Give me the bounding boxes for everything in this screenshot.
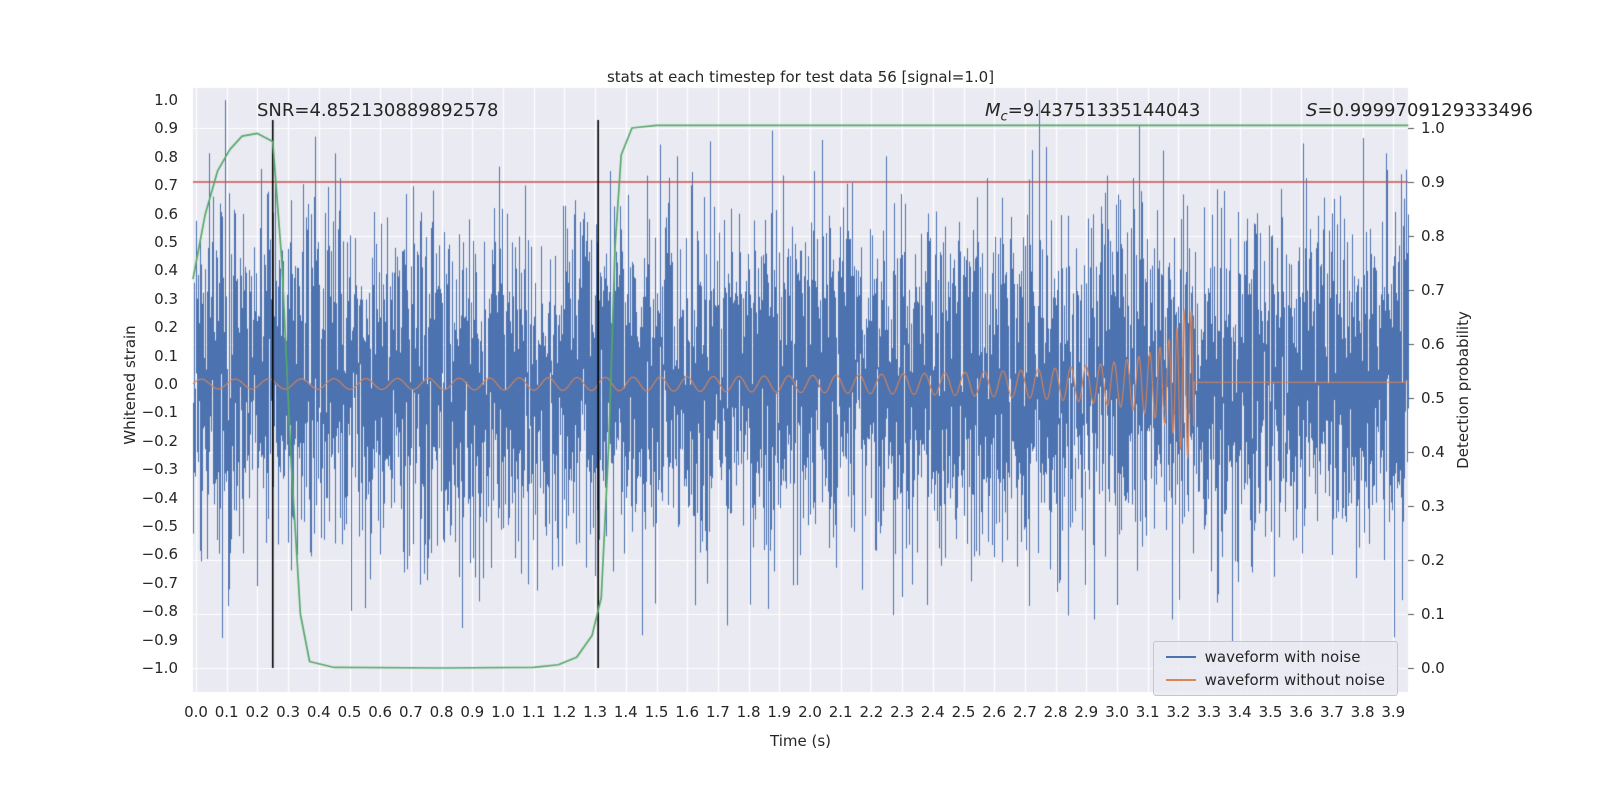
y-left-tick-label: −0.8 — [141, 602, 178, 621]
legend-swatch-signal-line — [1165, 679, 1196, 681]
x-tick-label: 2.0 — [798, 703, 822, 721]
annotation-chirp-mass: Mc=9.43751335144043 — [985, 100, 1200, 125]
y-left-tick-label: 0.6 — [154, 204, 178, 223]
y-right-tick-label: 0.6 — [1421, 335, 1445, 353]
y-left-tick-label: 1.0 — [154, 91, 178, 109]
y-right-tick-label: 0.2 — [1421, 551, 1445, 569]
x-tick-label: 0.9 — [460, 703, 485, 721]
y-right-tick-label: 0.9 — [1421, 173, 1445, 191]
y-left-tick-label: 0.3 — [154, 289, 178, 308]
x-tick-label: 2.2 — [859, 703, 884, 721]
y-right-tick-label: 0.7 — [1421, 281, 1445, 299]
y-left-tick-label: 0.0 — [154, 375, 178, 393]
x-tick-label: 2.8 — [1043, 703, 1068, 721]
x-tick-label: 2.6 — [982, 703, 1007, 721]
legend: waveform with noise waveform without noi… — [1152, 641, 1398, 696]
y-left-tick-label: 0.1 — [154, 346, 178, 365]
y-right-tick-label: 0.8 — [1421, 227, 1445, 245]
detection-stat-value: =0.9999709129333496 — [1317, 100, 1533, 121]
legend-item-signal: waveform without noise — [1165, 671, 1385, 689]
x-tick-label: 2.9 — [1074, 703, 1099, 721]
y-left-tick-label: 0.7 — [154, 176, 178, 195]
y-left-tick-label: −0.1 — [141, 403, 178, 422]
x-tick-label: 3.1 — [1135, 703, 1160, 721]
y-right-tick-label: 0.1 — [1421, 605, 1445, 623]
y-left-tick-label: −0.4 — [141, 488, 178, 507]
x-tick-label: 0.5 — [337, 703, 362, 721]
chart-title: stats at each timestep for test data 56 … — [606, 68, 995, 86]
x-tick-label: 0.1 — [214, 703, 239, 721]
chirp-mass-subscript: c — [1000, 109, 1008, 125]
chirp-mass-value: =9.43751335144043 — [1007, 100, 1201, 121]
x-tick-label: 3.8 — [1350, 703, 1375, 721]
x-tick-label: 2.3 — [890, 703, 915, 721]
x-tick-label: 3.9 — [1381, 703, 1406, 721]
x-tick-label: 1.4 — [613, 703, 638, 721]
x-tick-label: 3.6 — [1289, 703, 1314, 721]
x-tick-label: 0.8 — [429, 703, 454, 721]
x-tick-label: 1.7 — [705, 703, 730, 721]
x-tick-label: 2.5 — [951, 703, 976, 721]
x-tick-label: 1.0 — [491, 703, 515, 721]
x-tick-label: 3.5 — [1258, 703, 1283, 721]
y-left-tick-label: 0.8 — [154, 147, 178, 166]
x-tick-label: 0.0 — [184, 703, 208, 721]
y-axis-label-right: Detection probability — [1454, 311, 1472, 469]
x-tick-label: 3.7 — [1319, 703, 1344, 721]
annotation-detection-stat: S=0.9999709129333496 — [1306, 100, 1533, 121]
y-left-tick-label: −0.6 — [141, 545, 178, 564]
x-tick-label: 0.4 — [306, 703, 331, 721]
chirp-mass-symbol: M — [985, 100, 1001, 121]
x-tick-label: 3.2 — [1166, 703, 1191, 721]
y-right-tick-label: 0.4 — [1421, 443, 1445, 461]
x-tick-label: 0.3 — [276, 703, 301, 721]
x-tick-label: 1.1 — [521, 703, 546, 721]
x-tick-label: 0.2 — [245, 703, 270, 721]
legend-label-signal: waveform without noise — [1204, 671, 1385, 689]
y-left-tick-label: 0.2 — [154, 318, 178, 337]
y-right-tick-label: 0.0 — [1421, 659, 1445, 677]
y-left-tick-label: −1.0 — [141, 659, 178, 677]
y-left-tick-label: 0.4 — [154, 261, 178, 280]
x-tick-label: 1.8 — [736, 703, 761, 721]
x-tick-label: 2.4 — [920, 703, 945, 721]
y-right-tick-label: 0.3 — [1421, 497, 1445, 515]
x-tick-label: 1.2 — [552, 703, 577, 721]
y-left-tick-label: 0.9 — [154, 119, 178, 138]
x-tick-label: 3.3 — [1197, 703, 1222, 721]
x-tick-label: 2.1 — [828, 703, 853, 721]
y-left-tick-label: −0.3 — [141, 460, 178, 479]
x-tick-label: 3.0 — [1105, 703, 1129, 721]
y-left-tick-label: −0.5 — [141, 517, 178, 535]
y-right-tick-label: 0.5 — [1421, 389, 1445, 407]
x-tick-label: 1.9 — [767, 703, 792, 721]
x-tick-label: 1.3 — [583, 703, 608, 721]
annotation-snr: SNR=4.852130889892578 — [257, 100, 499, 121]
y-right-tick-label: 1.0 — [1421, 119, 1445, 137]
legend-swatch-noise-line — [1165, 656, 1196, 658]
legend-item-noise: waveform with noise — [1165, 648, 1385, 666]
x-tick-label: 1.5 — [644, 703, 669, 721]
x-tick-label: 2.7 — [1012, 703, 1037, 721]
y-left-tick-label: −0.7 — [141, 573, 178, 592]
y-left-tick-label: −0.9 — [141, 630, 178, 649]
x-tick-label: 3.4 — [1227, 703, 1252, 721]
x-tick-label: 1.6 — [675, 703, 700, 721]
x-tick-label: 0.6 — [368, 703, 393, 721]
x-tick-label: 0.7 — [398, 703, 423, 721]
y-left-tick-label: −0.2 — [141, 431, 178, 450]
detection-stat-symbol: S — [1306, 100, 1318, 121]
y-left-tick-label: 0.5 — [154, 233, 178, 251]
x-axis-label: Time (s) — [770, 732, 831, 750]
legend-label-noise: waveform with noise — [1204, 648, 1361, 666]
